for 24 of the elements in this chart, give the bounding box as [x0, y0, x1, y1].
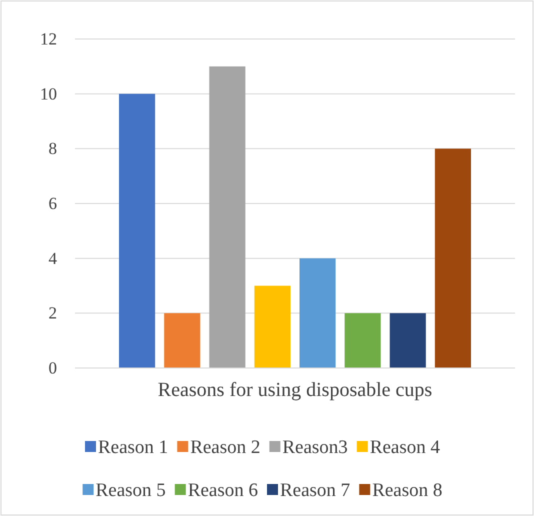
y-tick-label: 4 — [48, 248, 58, 268]
legend-label: Reason 4 — [370, 437, 440, 458]
y-tick-label: 6 — [48, 194, 57, 213]
y-tick-label: 0 — [48, 358, 57, 378]
bar — [164, 313, 200, 368]
bar — [390, 313, 426, 368]
legend-label: Reason 6 — [188, 480, 258, 501]
bar — [300, 258, 336, 368]
bar — [119, 94, 156, 368]
y-tick-label: 8 — [48, 139, 57, 158]
legend-label: Reason 7 — [280, 480, 350, 501]
legend-label: Reason 1 — [98, 437, 168, 458]
bar — [209, 66, 246, 368]
legend-label: Reason 8 — [372, 480, 442, 501]
bar — [434, 148, 471, 368]
legend-label: Reason3 — [282, 437, 348, 458]
x-tick-label: Reasons for using disposable cups — [158, 379, 432, 401]
legend-label: Reason 5 — [96, 480, 166, 501]
bar — [254, 286, 290, 368]
y-tick-label: 10 — [40, 84, 57, 104]
y-tick-label: 12 — [40, 29, 57, 48]
legend-label: Reason 2 — [190, 437, 260, 458]
bar — [344, 313, 381, 368]
y-tick-label: 2 — [48, 304, 57, 323]
